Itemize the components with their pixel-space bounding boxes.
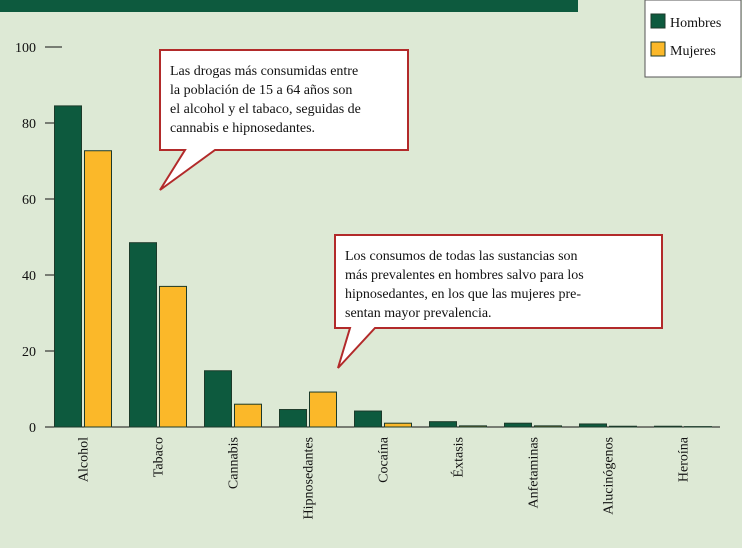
bar — [505, 423, 532, 427]
y-tick-label: 100 — [15, 41, 36, 56]
bar — [205, 371, 232, 427]
x-tick-label: Cannabis — [227, 437, 242, 489]
bar — [280, 410, 307, 427]
annotation: el alcohol y el tabaco, seguidas de — [170, 102, 361, 117]
bar — [310, 392, 337, 427]
x-tick-label: Hipnosedantes — [302, 437, 317, 519]
annotation: Los consumos de todas las sustancias son — [345, 249, 578, 264]
bar — [430, 422, 457, 427]
bar — [460, 426, 487, 427]
bar — [580, 424, 607, 427]
x-tick-label: Anfetaminas — [527, 437, 542, 509]
bar — [535, 426, 562, 427]
x-tick-label: Heroína — [677, 436, 692, 482]
x-tick-label: Cocaína — [377, 436, 392, 483]
bar — [55, 106, 82, 427]
legend-label: Mujeres — [670, 44, 716, 59]
x-tick-label: Tabaco — [152, 437, 167, 477]
bar — [385, 423, 412, 427]
bar — [355, 411, 382, 427]
bar — [160, 286, 187, 427]
legend-swatch — [651, 42, 665, 56]
bar — [235, 404, 262, 427]
x-tick-label: Éxtasis — [450, 437, 467, 477]
y-tick-label: 40 — [22, 269, 36, 284]
annotation: hipnosedantes, en los que las mujeres pr… — [345, 287, 581, 302]
y-tick-label: 60 — [22, 193, 36, 208]
header-band — [0, 0, 578, 12]
annotation: Las drogas más consumidas entre — [170, 64, 358, 79]
y-tick-label: 80 — [22, 117, 36, 132]
y-tick-label: 0 — [29, 421, 36, 436]
bar — [85, 151, 112, 427]
y-tick-label: 20 — [22, 345, 36, 360]
x-tick-label: Alcohol — [77, 437, 92, 482]
annotation: cannabis e hipnosedantes. — [170, 121, 315, 136]
x-tick-label: Alucinógenos — [602, 437, 617, 515]
legend-box — [645, 0, 741, 77]
bar — [130, 243, 157, 427]
annotation: la población de 15 a 64 años son — [170, 83, 352, 98]
bar — [655, 426, 682, 427]
legend-label: Hombres — [670, 16, 721, 31]
bar — [610, 426, 637, 427]
annotation: más prevalentes en hombres salvo para lo… — [345, 268, 584, 283]
annotation: sentan mayor prevalencia. — [345, 306, 492, 321]
legend-swatch — [651, 14, 665, 28]
